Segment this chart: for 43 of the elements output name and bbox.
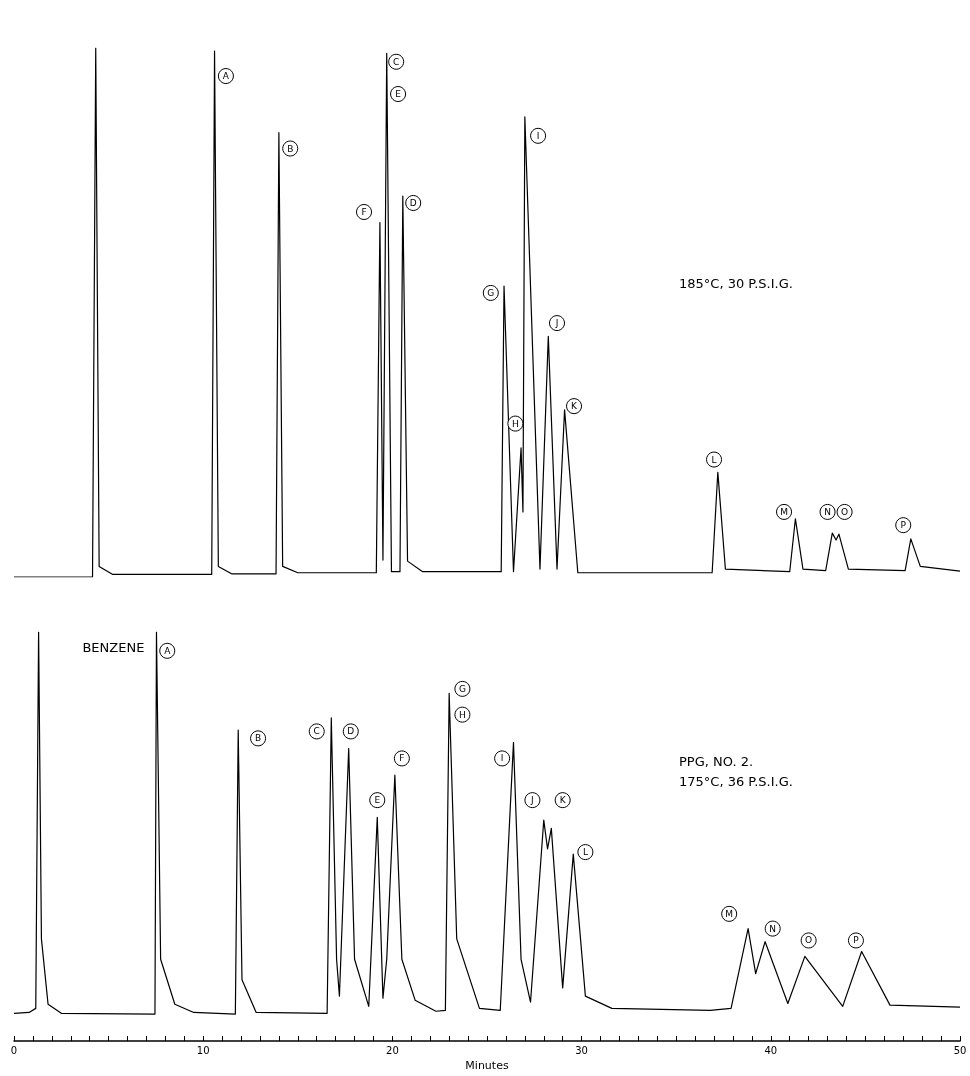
annotation: D [409,198,417,208]
annotation: H [511,418,519,429]
annotation: P [853,935,860,946]
annotation: L [711,454,717,465]
annotation: L [582,847,588,858]
annotation: C [313,726,320,737]
annotation: PPG, NO. 2. [679,754,754,770]
x-tick-label: 50 [953,1044,967,1056]
annotation: BENZENE [82,640,145,656]
x-tick-label: 30 [575,1044,588,1056]
annotation: 175°C, 36 P.S.I.G. [679,773,793,789]
annotation: E [374,795,381,806]
annotation: A [164,645,172,656]
annotation: N [769,923,777,934]
annotation: D [347,726,355,737]
x-tick-label: 10 [196,1044,210,1056]
annotation: C [393,56,400,67]
annotation: P [900,520,907,531]
annotation: G [487,287,495,298]
x-tick-label: 40 [764,1044,778,1056]
annotation: I [500,753,504,764]
annotation: G [458,683,466,694]
annotation: J [554,318,559,329]
annotation: O [841,506,849,517]
x-tick-label: 20 [386,1044,399,1056]
annotation: A [222,71,230,82]
x-axis-title: Minutes [465,1059,509,1072]
annotation: J [530,795,534,806]
annotation: K [559,795,567,806]
annotation: N [824,506,831,517]
annotation: M [725,908,734,919]
annotation: 185°C, 30 P.S.I.G. [679,276,793,292]
annotation: F [399,753,405,764]
annotation: E [395,89,402,100]
annotation: K [571,401,579,412]
annotation: O [805,935,813,946]
x-tick-label: 0 [10,1044,18,1056]
annotation: M [780,506,788,517]
annotation: B [254,733,262,744]
annotation: F [361,206,367,217]
annotation: H [459,709,466,720]
annotation: B [287,143,294,154]
annotation: I [536,130,540,141]
